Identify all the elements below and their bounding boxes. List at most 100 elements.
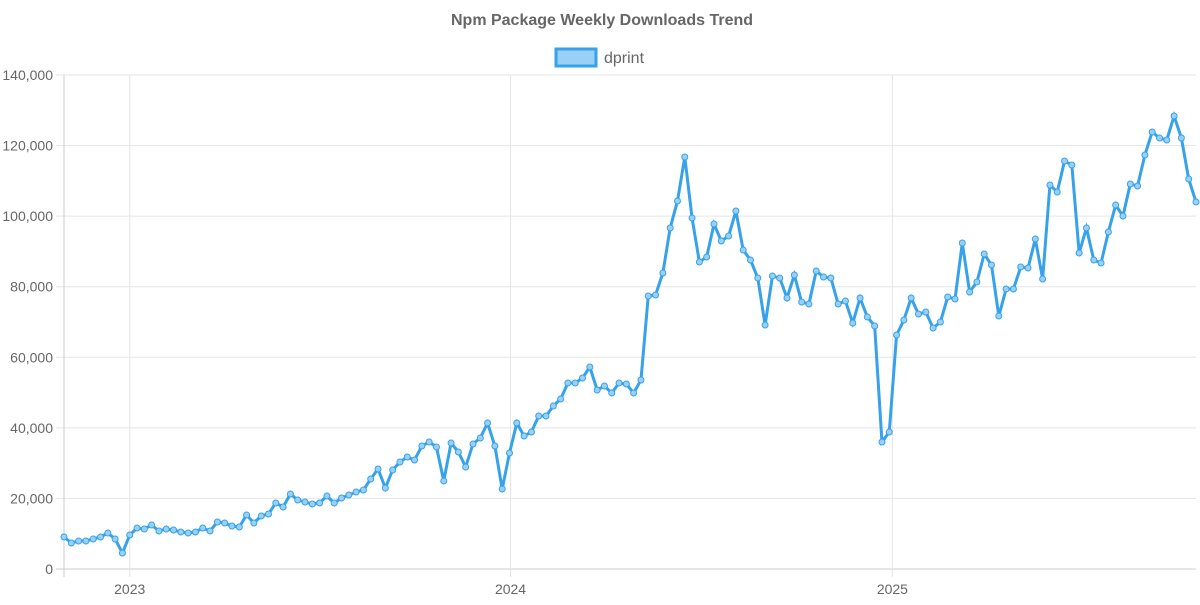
legend[interactable]: dprint xyxy=(554,47,645,68)
data-point xyxy=(389,466,397,474)
data-point xyxy=(725,232,733,240)
data-point xyxy=(82,537,90,545)
data-point xyxy=(907,294,915,302)
y-tick-label: 120,000 xyxy=(2,138,53,154)
data-point xyxy=(476,434,484,442)
data-point xyxy=(615,379,623,387)
data-point xyxy=(111,535,119,543)
data-point xyxy=(1155,134,1163,142)
data-point xyxy=(863,313,871,321)
data-point xyxy=(717,237,725,245)
data-point xyxy=(286,490,294,498)
data-point xyxy=(1090,256,1098,264)
data-point xyxy=(688,214,696,222)
data-point xyxy=(513,419,521,427)
y-tick-label: 100,000 xyxy=(2,208,53,224)
chart-title: Npm Package Weekly Downloads Trend xyxy=(451,12,753,29)
data-point xyxy=(827,274,835,282)
data-point xyxy=(367,475,375,483)
x-tick-label: 2023 xyxy=(114,581,145,597)
x-tick-label: 2025 xyxy=(877,581,908,597)
data-point xyxy=(900,316,908,324)
data-point xyxy=(425,438,433,446)
data-point xyxy=(681,153,689,161)
data-point xyxy=(1170,112,1178,120)
data-point xyxy=(1068,161,1076,169)
data-point xyxy=(279,503,287,511)
data-point xyxy=(1046,181,1054,189)
data-point xyxy=(126,531,134,539)
data-point xyxy=(659,269,667,277)
data-point xyxy=(75,537,83,545)
data-point xyxy=(155,527,163,535)
data-point xyxy=(542,412,550,420)
data-point xyxy=(264,510,272,518)
data-point xyxy=(140,525,148,533)
data-point xyxy=(1031,235,1039,243)
data-point xyxy=(316,499,324,507)
data-point xyxy=(228,522,236,530)
data-point xyxy=(162,525,170,533)
data-point xyxy=(1053,188,1061,196)
series-line xyxy=(63,111,1198,557)
data-point xyxy=(60,533,68,541)
data-point xyxy=(805,300,813,308)
legend-label: dprint xyxy=(604,50,645,67)
data-point xyxy=(790,271,798,279)
data-point xyxy=(418,442,426,450)
data-point xyxy=(871,322,879,330)
data-point xyxy=(944,293,952,301)
data-point xyxy=(447,439,455,447)
data-point xyxy=(973,278,981,286)
data-point xyxy=(184,529,192,537)
data-point xyxy=(695,258,703,266)
legend-swatch xyxy=(554,47,598,68)
data-point xyxy=(1119,212,1127,220)
data-point xyxy=(1192,198,1200,206)
data-point xyxy=(798,298,806,306)
data-point xyxy=(411,456,419,464)
data-point xyxy=(637,376,645,384)
data-point xyxy=(1009,285,1017,293)
data-point xyxy=(359,486,367,494)
data-point xyxy=(1141,151,1149,159)
y-tick-label: 40,000 xyxy=(10,420,53,436)
data-point xyxy=(1148,128,1156,136)
data-point xyxy=(520,432,528,440)
data-point xyxy=(710,220,718,228)
data-point xyxy=(345,491,353,499)
data-point xyxy=(732,207,740,215)
data-point xyxy=(454,448,462,456)
y-tick-label: 140,000 xyxy=(2,67,53,83)
data-point xyxy=(630,389,638,397)
data-point xyxy=(484,419,492,427)
data-point xyxy=(1017,263,1025,271)
data-point xyxy=(586,363,594,371)
data-point xyxy=(980,250,988,258)
data-point xyxy=(498,485,506,493)
x-axis: 2023 2024 2025 xyxy=(114,581,908,597)
y-axis: 0 20,000 40,000 60,000 80,000 100,000 120,000 1… xyxy=(2,67,53,577)
data-point xyxy=(199,524,207,532)
data-point xyxy=(958,239,966,247)
data-point xyxy=(235,523,243,531)
data-point xyxy=(170,526,178,534)
data-point xyxy=(104,529,112,537)
data-point xyxy=(966,288,974,296)
data-point xyxy=(1039,275,1047,283)
series-dprint xyxy=(60,111,1200,557)
data-point xyxy=(885,428,893,436)
data-point xyxy=(564,379,572,387)
data-point xyxy=(338,494,346,502)
data-point xyxy=(644,292,652,300)
grid xyxy=(56,74,1196,577)
data-point xyxy=(491,442,499,450)
data-point xyxy=(557,395,565,403)
data-point xyxy=(1024,264,1032,272)
data-point xyxy=(951,295,959,303)
data-point xyxy=(1134,182,1142,190)
data-point xyxy=(308,500,316,508)
data-point xyxy=(754,274,762,282)
data-point xyxy=(1097,259,1105,267)
data-point xyxy=(995,312,1003,320)
